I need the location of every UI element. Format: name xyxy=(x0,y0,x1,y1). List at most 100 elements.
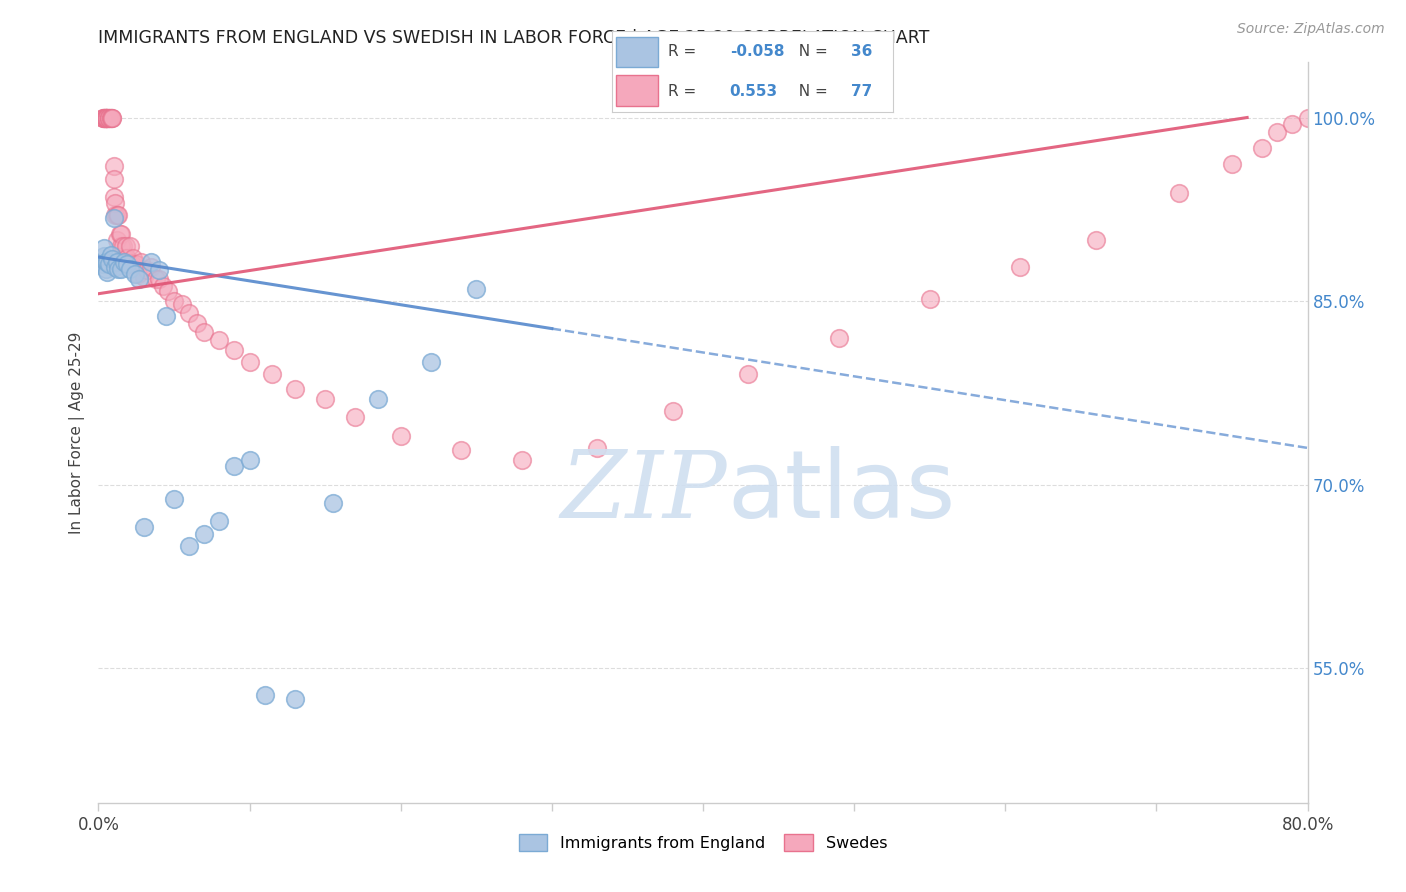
Point xyxy=(105,208,128,222)
Point xyxy=(284,691,307,706)
Point xyxy=(101,111,124,125)
Point xyxy=(284,382,307,396)
Point xyxy=(107,262,129,277)
Point xyxy=(103,190,125,204)
Text: R =: R = xyxy=(668,45,702,59)
Point xyxy=(661,404,683,418)
Point xyxy=(828,331,851,345)
Point xyxy=(239,453,262,467)
FancyBboxPatch shape xyxy=(616,37,658,68)
Point xyxy=(121,257,143,271)
Point xyxy=(1267,125,1289,139)
Point xyxy=(1168,186,1191,201)
Point xyxy=(1010,260,1032,274)
Point xyxy=(98,257,121,271)
Point xyxy=(367,392,389,406)
Point xyxy=(135,263,157,277)
Point xyxy=(148,272,170,286)
Point xyxy=(132,520,155,534)
Point xyxy=(1251,141,1274,155)
Point xyxy=(152,279,174,293)
Point xyxy=(163,294,186,309)
Text: 36: 36 xyxy=(851,45,872,59)
Point xyxy=(94,111,117,125)
Point xyxy=(114,239,136,253)
Point xyxy=(120,239,142,253)
Point xyxy=(100,111,122,125)
Point xyxy=(98,111,121,125)
Text: IMMIGRANTS FROM ENGLAND VS SWEDISH IN LABOR FORCE | AGE 25-29 CORRELATION CHART: IMMIGRANTS FROM ENGLAND VS SWEDISH IN LA… xyxy=(98,29,929,47)
Point xyxy=(179,306,201,320)
Point xyxy=(193,325,215,339)
Point xyxy=(94,255,117,269)
Point xyxy=(96,111,118,125)
Point xyxy=(104,208,127,222)
Point xyxy=(115,252,138,266)
Point xyxy=(103,211,125,225)
Point xyxy=(465,282,488,296)
Text: N =: N = xyxy=(789,45,832,59)
Point xyxy=(918,292,941,306)
Point xyxy=(314,392,336,406)
Point xyxy=(110,239,132,253)
Point xyxy=(94,111,117,125)
Point xyxy=(122,252,145,266)
Point xyxy=(1220,157,1243,171)
Point xyxy=(127,267,149,281)
Point xyxy=(145,272,167,286)
Point xyxy=(155,309,177,323)
Point xyxy=(141,260,163,274)
Point xyxy=(208,514,231,528)
Point xyxy=(107,208,129,222)
Point xyxy=(322,496,344,510)
Point xyxy=(94,111,117,125)
Text: Source: ZipAtlas.com: Source: ZipAtlas.com xyxy=(1237,22,1385,37)
Text: -0.058: -0.058 xyxy=(730,45,785,59)
Text: 77: 77 xyxy=(851,84,872,98)
Text: N =: N = xyxy=(789,84,832,98)
Point xyxy=(105,255,128,269)
Point xyxy=(193,526,215,541)
Point xyxy=(91,111,114,125)
Point xyxy=(186,316,208,330)
Point xyxy=(115,257,138,271)
Point xyxy=(93,242,115,256)
Point xyxy=(96,265,118,279)
Point xyxy=(98,111,121,125)
Point xyxy=(163,492,186,507)
Point xyxy=(120,262,142,277)
Point xyxy=(262,368,284,382)
Point xyxy=(132,269,155,284)
Point xyxy=(105,233,128,247)
Point xyxy=(141,255,163,269)
Point xyxy=(179,539,201,553)
Point xyxy=(91,111,114,125)
Point xyxy=(112,255,135,269)
Point xyxy=(93,111,115,125)
Point xyxy=(224,343,246,357)
Point xyxy=(112,252,135,266)
Point xyxy=(128,272,150,286)
Point xyxy=(253,688,276,702)
Point xyxy=(1296,111,1319,125)
Point xyxy=(224,459,246,474)
Point xyxy=(94,111,117,125)
Point xyxy=(450,443,472,458)
FancyBboxPatch shape xyxy=(616,76,658,106)
Point xyxy=(94,111,117,125)
Point xyxy=(420,355,443,369)
Point xyxy=(389,428,412,442)
Text: atlas: atlas xyxy=(727,446,956,538)
Point xyxy=(96,111,118,125)
Point xyxy=(111,239,134,253)
Legend: Immigrants from England, Swedes: Immigrants from England, Swedes xyxy=(512,828,894,858)
Point xyxy=(124,267,146,281)
Point xyxy=(98,111,121,125)
Text: R =: R = xyxy=(668,84,706,98)
Point xyxy=(110,262,132,277)
Point xyxy=(148,263,170,277)
Point xyxy=(100,247,122,261)
Point xyxy=(110,227,132,241)
Point xyxy=(344,410,367,425)
Point xyxy=(1085,233,1108,247)
